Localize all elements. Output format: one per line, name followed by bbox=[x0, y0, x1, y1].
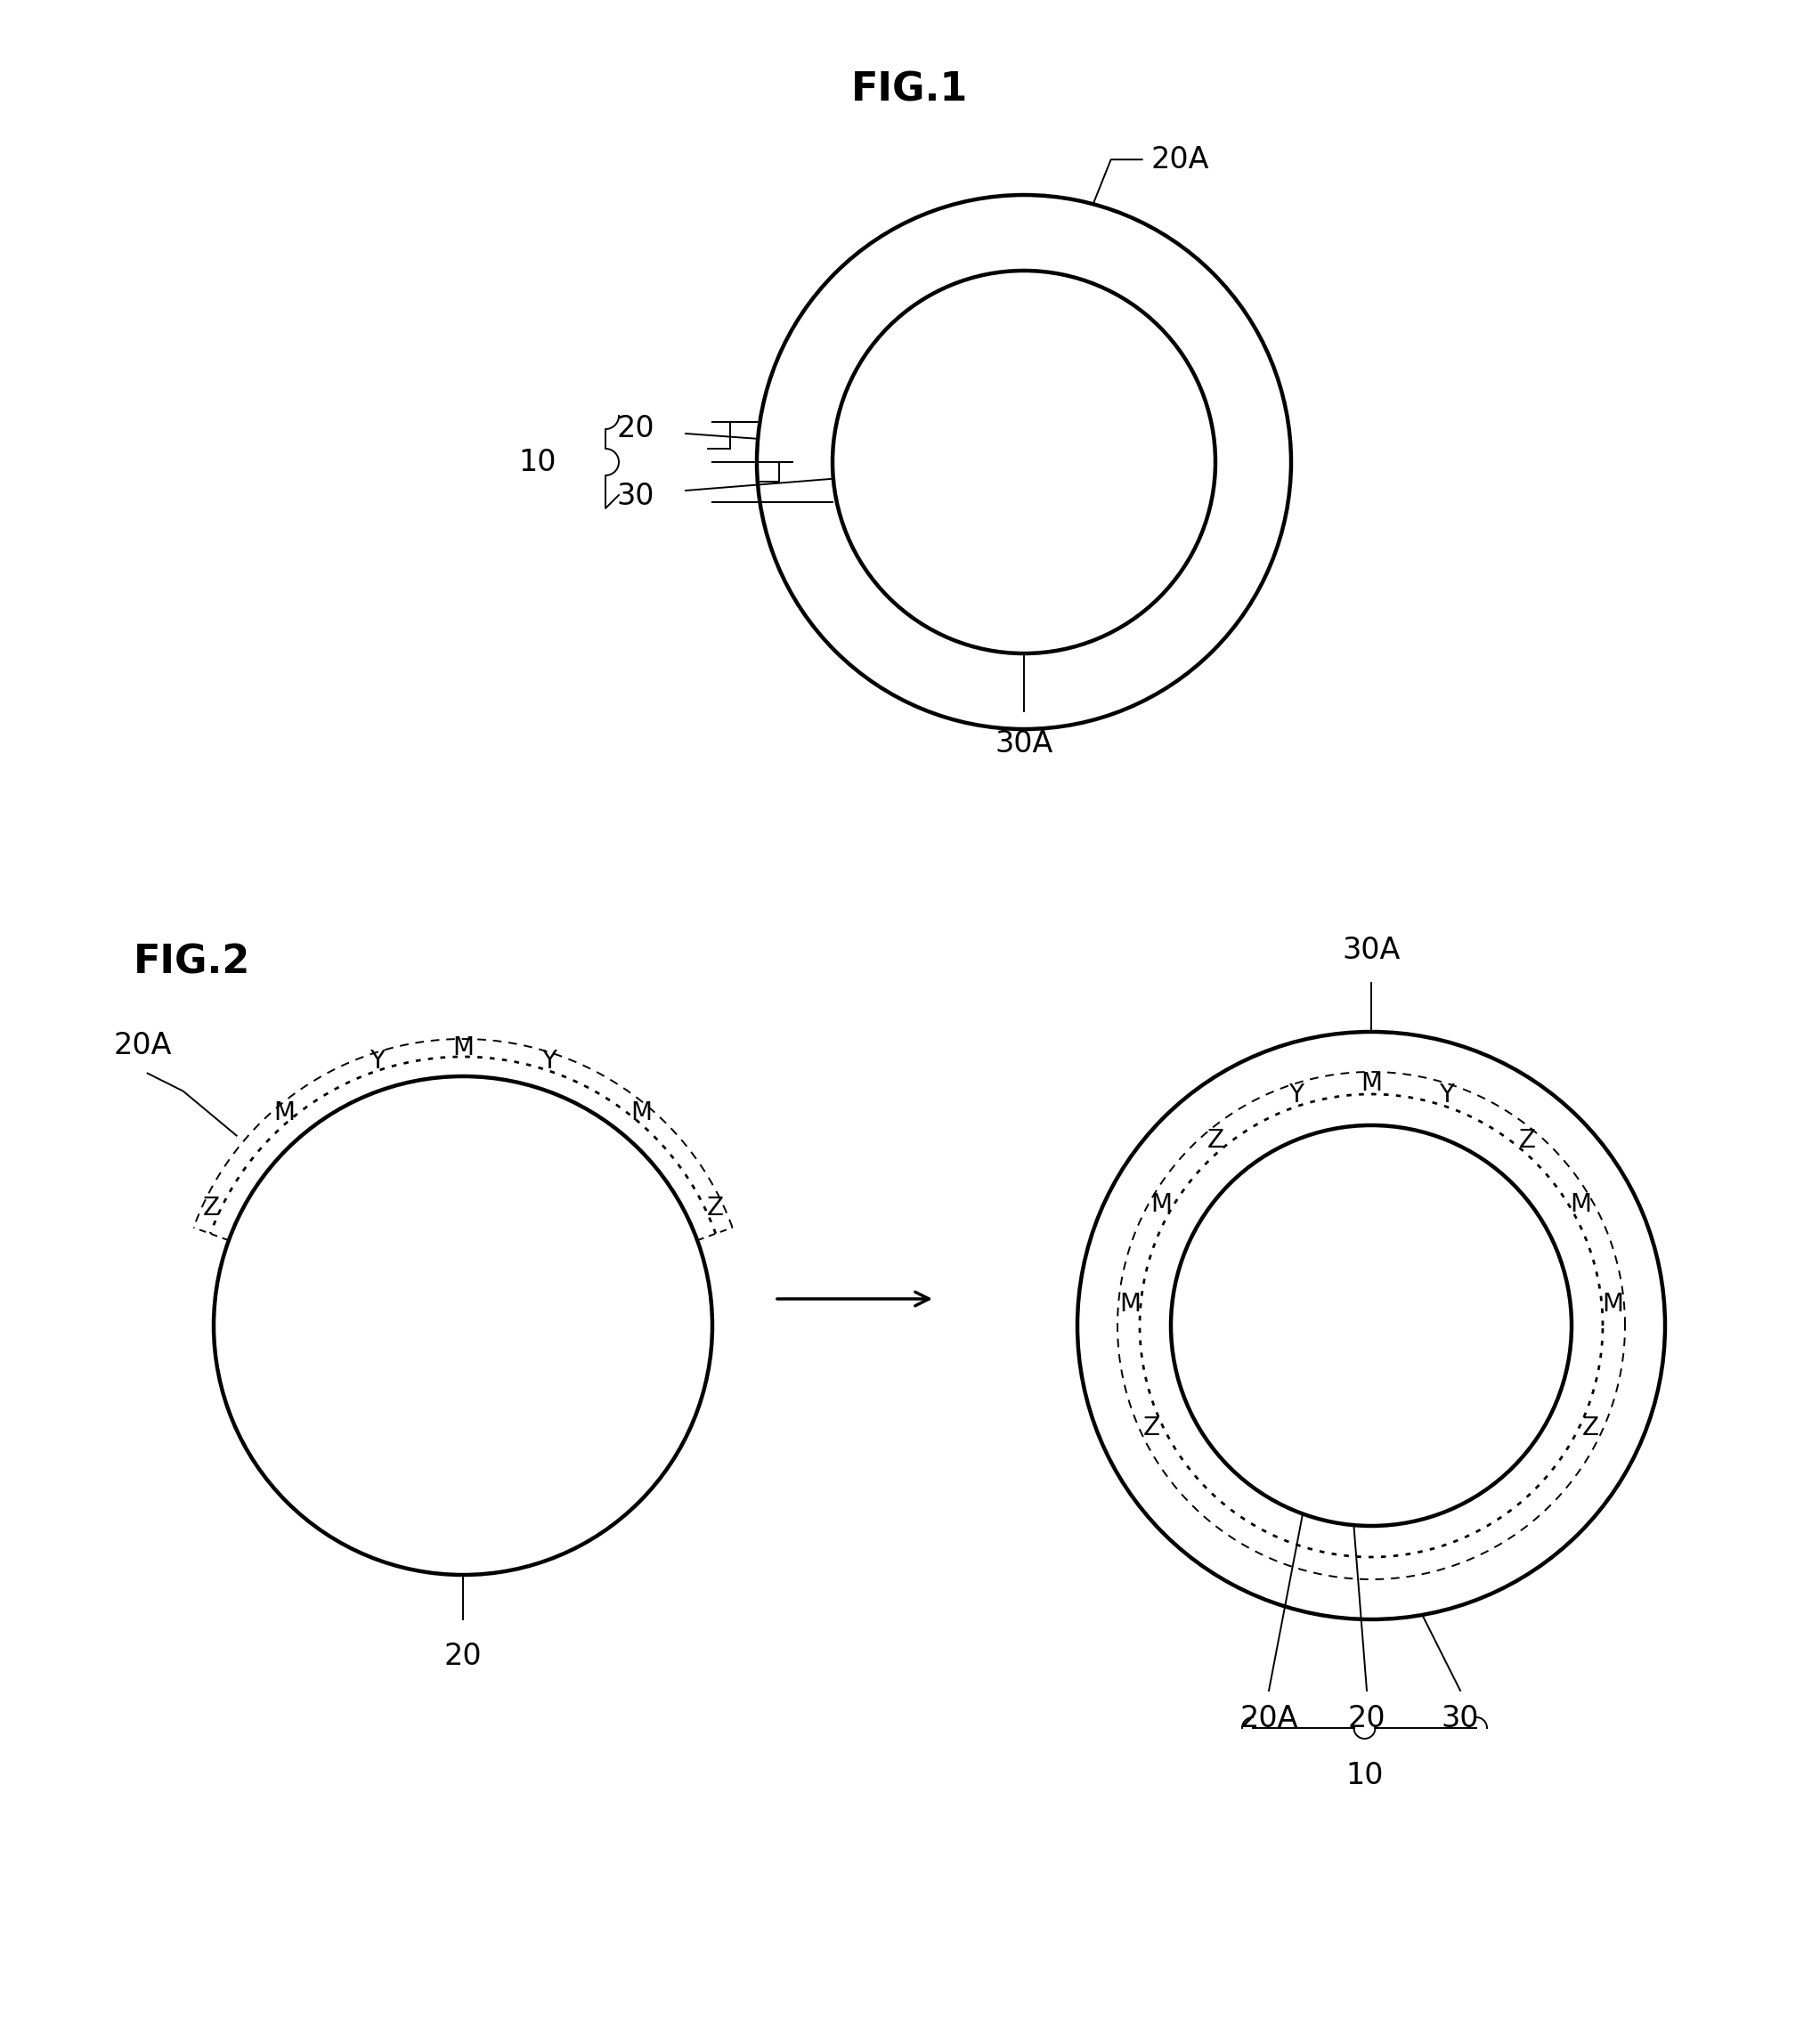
Text: 10: 10 bbox=[519, 446, 557, 477]
Text: 20: 20 bbox=[444, 1642, 482, 1671]
Text: M: M bbox=[1602, 1293, 1623, 1317]
Text: Z: Z bbox=[202, 1196, 220, 1220]
Text: Y: Y bbox=[1438, 1083, 1454, 1107]
Text: M: M bbox=[1119, 1293, 1141, 1317]
Text: 20A: 20A bbox=[115, 1030, 173, 1060]
Text: Y: Y bbox=[369, 1048, 384, 1075]
Text: 30A: 30A bbox=[996, 729, 1054, 758]
Text: FIG.1: FIG.1 bbox=[852, 71, 968, 109]
Text: 20A: 20A bbox=[1150, 145, 1208, 174]
Text: M: M bbox=[1150, 1192, 1172, 1216]
Text: Z: Z bbox=[1582, 1416, 1600, 1440]
Text: Z: Z bbox=[1143, 1416, 1159, 1440]
Text: 20: 20 bbox=[1349, 1705, 1385, 1733]
Text: 20: 20 bbox=[617, 414, 655, 442]
Text: M: M bbox=[453, 1036, 473, 1060]
Text: 10: 10 bbox=[1345, 1761, 1383, 1790]
Text: M: M bbox=[273, 1101, 295, 1125]
Text: Z: Z bbox=[1207, 1127, 1225, 1153]
Text: FIG.2: FIG.2 bbox=[133, 943, 251, 982]
Text: 30A: 30A bbox=[1341, 935, 1400, 966]
Text: Z: Z bbox=[1518, 1127, 1536, 1153]
Text: 30: 30 bbox=[1441, 1705, 1480, 1733]
Text: M: M bbox=[1571, 1192, 1592, 1216]
Text: 30: 30 bbox=[617, 481, 655, 511]
Text: Y: Y bbox=[1289, 1083, 1303, 1107]
Text: M: M bbox=[632, 1101, 652, 1125]
Text: 20A: 20A bbox=[1239, 1705, 1298, 1733]
Text: M: M bbox=[1361, 1071, 1381, 1097]
Text: Y: Y bbox=[541, 1048, 557, 1075]
Text: Z: Z bbox=[706, 1196, 723, 1220]
